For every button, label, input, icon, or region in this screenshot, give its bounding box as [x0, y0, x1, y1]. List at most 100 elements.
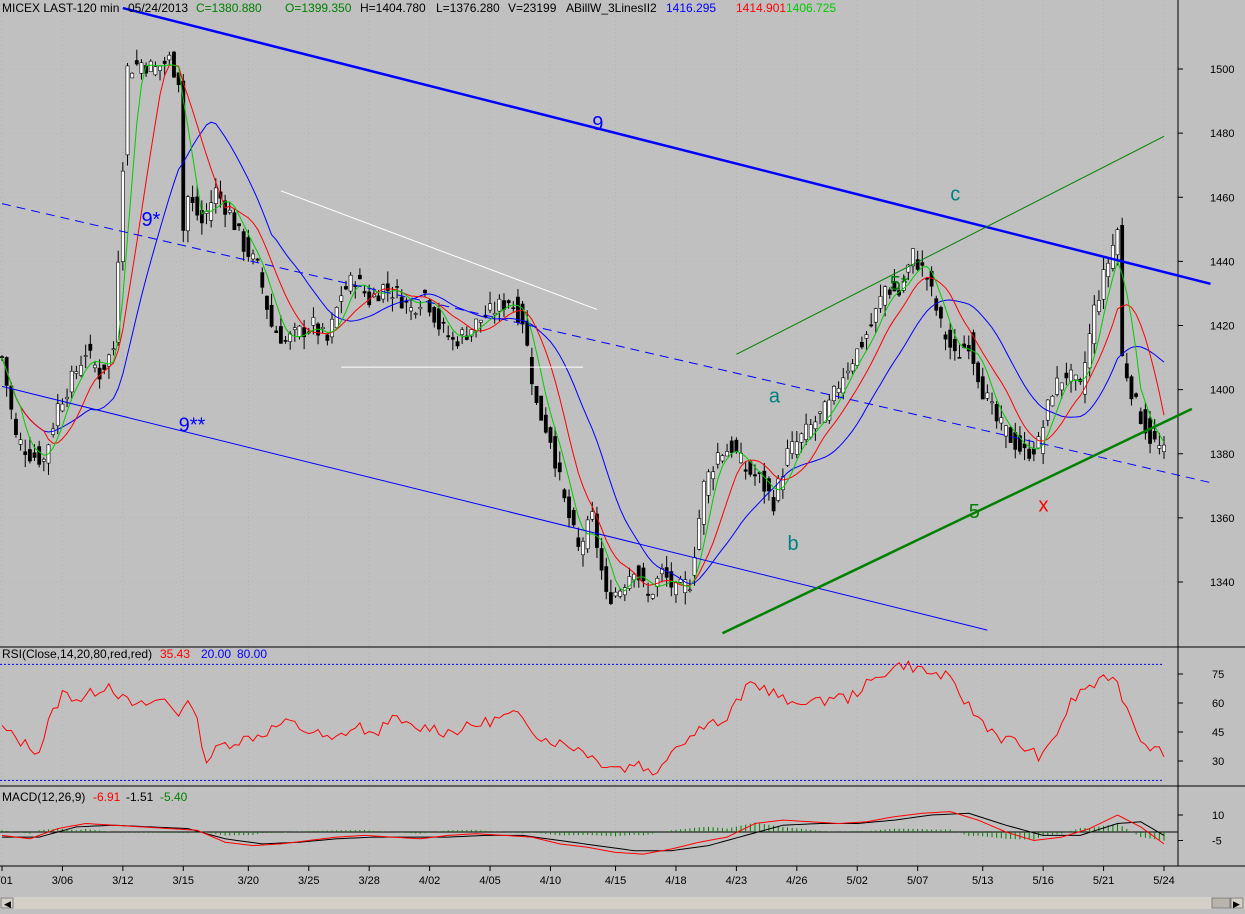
candle-body: [980, 376, 985, 400]
candle-body: [1059, 382, 1064, 391]
trendlines: [1, 6, 1211, 635]
candle-body: [743, 469, 748, 472]
candle-body: [739, 452, 743, 464]
rsi-title: RSI(Close,14,20,80,red,red): [2, 647, 152, 661]
candle-body: [511, 307, 516, 310]
candle-body: [692, 556, 697, 576]
candle-body: [60, 403, 65, 412]
candle-body: [41, 458, 46, 462]
candle-body: [571, 510, 576, 526]
candle-body: [348, 274, 353, 292]
candle-body: [674, 582, 678, 596]
annotation-label: 5: [969, 501, 980, 523]
macd-histogram-value: -5.40: [160, 790, 188, 804]
candle-body: [195, 196, 200, 216]
candle-body: [636, 565, 641, 581]
trendline-9starstar: [1, 385, 988, 631]
candle-body: [650, 594, 655, 599]
candle-body: [339, 295, 344, 302]
rsi-value: 35.43: [160, 647, 190, 661]
macd-tick-label: -5: [1212, 836, 1222, 848]
candle-body: [418, 307, 423, 310]
candle-body: [1027, 448, 1032, 459]
candle-body: [232, 212, 237, 231]
candle-body: [385, 283, 390, 291]
candle-body: [878, 296, 883, 309]
header-high: H=1404.780: [360, 1, 426, 15]
candle-body: [427, 299, 432, 313]
candlesticks: [0, 49, 1166, 606]
candle-body: [102, 364, 107, 370]
candle-body: [990, 401, 994, 404]
candle-body: [297, 325, 302, 338]
candle-body: [492, 312, 497, 316]
annotation-label: 9**: [179, 414, 206, 436]
scroll-left-icon: ◀: [4, 899, 11, 909]
header-date: 05/24/2013: [128, 1, 188, 15]
x-tick-label: 5/24: [1153, 875, 1174, 887]
candle-body: [130, 72, 135, 79]
rsi-level-high: 80.00: [237, 647, 267, 661]
candle-body: [204, 211, 209, 214]
candle-body: [548, 427, 553, 443]
candle-body: [158, 65, 162, 71]
candle-body: [251, 253, 255, 260]
annotation-label: 9*: [141, 209, 160, 231]
rsi-tick-label: 75: [1212, 669, 1224, 681]
rsi-level-low: 20.00: [201, 647, 231, 661]
trendline-5star: [736, 135, 1165, 355]
candle-body: [790, 441, 795, 454]
candle-body: [994, 404, 999, 422]
candle-body: [943, 334, 948, 340]
candle-body: [1120, 225, 1125, 357]
candle-body: [813, 421, 818, 430]
candle-body: [976, 362, 980, 383]
header-indicator: ABillW_3LinesII2: [566, 1, 657, 15]
candle-body: [1004, 425, 1008, 437]
candle-body: [153, 66, 158, 76]
scroll-thumb[interactable]: [1211, 897, 1231, 909]
candle-body: [139, 62, 144, 74]
horizontal-scrollbar[interactable]: [0, 897, 1245, 909]
candle-body: [1157, 445, 1162, 449]
candle-body: [864, 334, 869, 339]
candle-body: [278, 326, 283, 344]
header-line3: 1406.725: [786, 1, 836, 15]
candle-body: [762, 470, 767, 492]
candle-body: [827, 399, 832, 421]
candle-body: [906, 264, 911, 273]
candle-body: [1115, 229, 1120, 256]
candle-body: [79, 365, 83, 376]
candle-body: [688, 589, 692, 592]
candle-body: [660, 567, 664, 575]
scroll-left-button[interactable]: [0, 897, 14, 909]
annotation-label: b: [788, 533, 799, 555]
candle-body: [1022, 443, 1027, 449]
candle-body: [423, 289, 427, 294]
candle-body: [887, 289, 892, 295]
header-open: O=1399.350: [285, 1, 352, 15]
candle-body: [107, 354, 111, 367]
header-symbol: MICEX LAST-120 min: [2, 1, 119, 15]
rsi-panel: 30 45 60 75: [0, 660, 1224, 781]
candle-body: [93, 364, 97, 369]
candle-body: [785, 448, 790, 466]
candle-body: [1087, 333, 1092, 369]
candle-body: [474, 318, 478, 332]
price-tick-label: 1440: [1210, 256, 1234, 268]
candle-body: [446, 335, 451, 338]
candle-body: [883, 286, 888, 306]
candle-body: [409, 307, 413, 312]
candle-body: [701, 481, 706, 525]
candle-body: [1101, 269, 1106, 300]
scroll-right-button[interactable]: [1230, 897, 1244, 909]
candle-body: [330, 318, 334, 338]
candle-body: [23, 451, 28, 455]
candle-body: [1092, 304, 1097, 345]
candle-body: [725, 451, 729, 457]
candle-body: [808, 424, 813, 438]
header-volume: V=23199: [508, 1, 557, 15]
candle-body: [460, 329, 465, 335]
annotation-label: 5*: [890, 273, 909, 295]
